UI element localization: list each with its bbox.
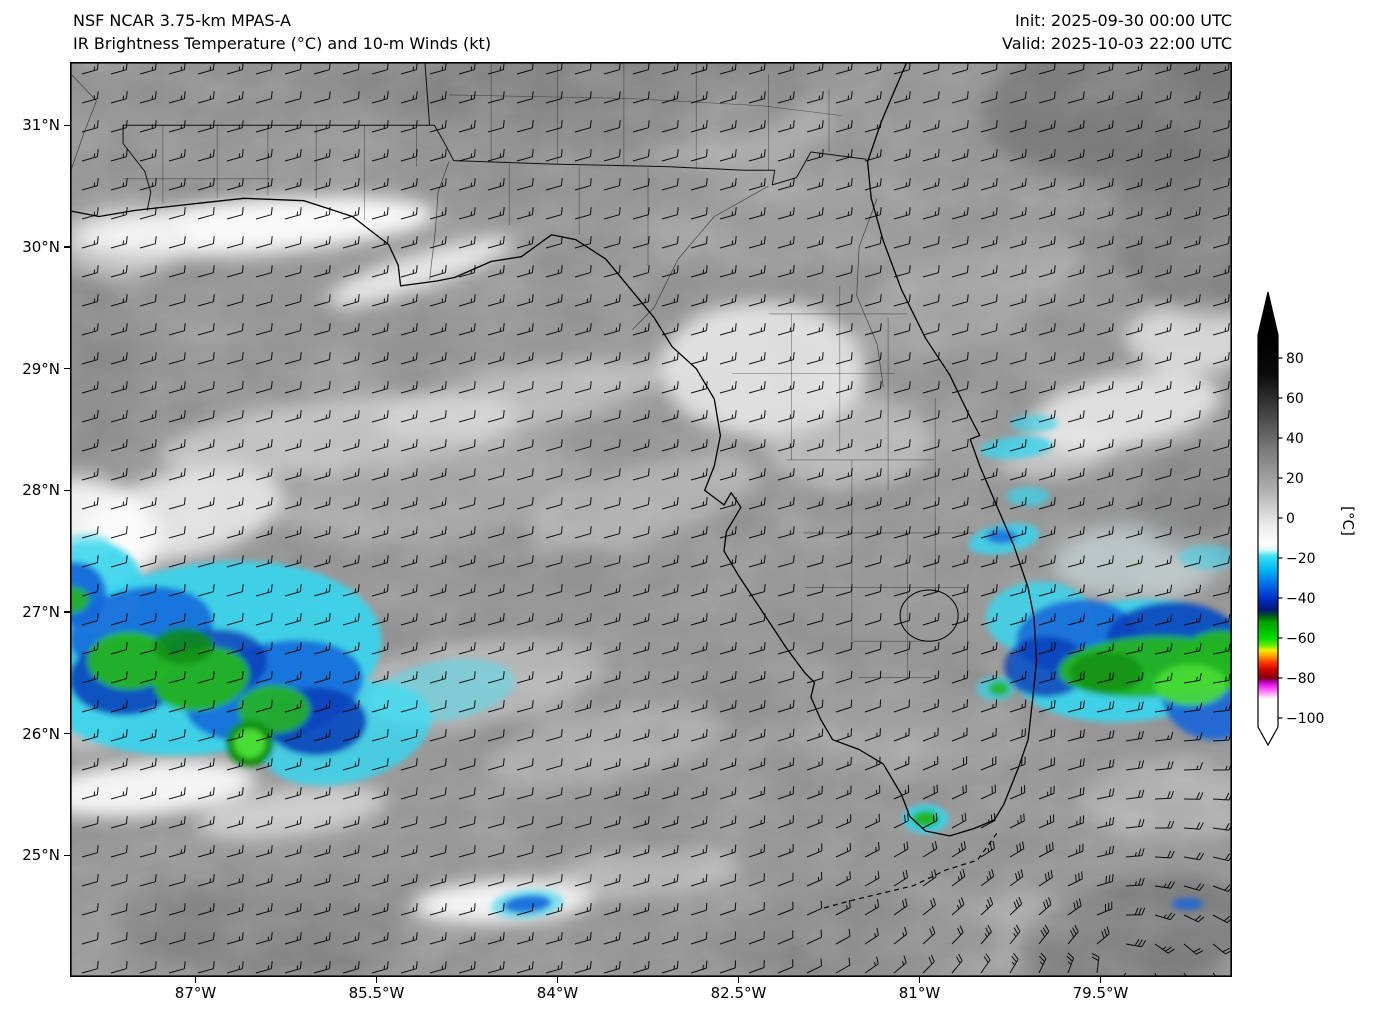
x-tick-mark xyxy=(375,977,378,983)
x-tick-label: 85.5°W xyxy=(348,984,405,1002)
y-tick-mark xyxy=(64,124,70,126)
x-tick-mark xyxy=(737,977,740,983)
y-tick-mark xyxy=(64,854,70,856)
y-tick-label: 26°N xyxy=(22,724,60,743)
x-tick-mark xyxy=(1099,977,1102,983)
colorbar: 80 60 40 20 0 −20 −40 −60 −80 −100 xyxy=(1257,291,1324,747)
colorbar-tick-label: 40 xyxy=(1286,431,1304,447)
colorbar-tick-label: 20 xyxy=(1286,471,1304,487)
x-tick-label: 87°W xyxy=(174,984,217,1002)
colorbar-unit-label: [°C] xyxy=(1339,506,1357,536)
x-tick-label: 81°W xyxy=(898,984,941,1002)
init-time: Init: 2025-09-30 00:00 UTC xyxy=(1014,11,1232,30)
wind-barbs-layer xyxy=(81,62,1232,977)
model-title: NSF NCAR 3.75-km MPAS-A xyxy=(73,11,291,30)
y-tick-label: 28°N xyxy=(22,481,60,500)
valid-time: Valid: 2025-10-03 22:00 UTC xyxy=(1001,34,1232,53)
colorbar-tick-label: −100 xyxy=(1286,711,1324,727)
x-tick-mark xyxy=(556,977,559,983)
y-tick-label: 31°N xyxy=(22,116,60,135)
y-tick-mark xyxy=(64,246,70,248)
x-tick-mark xyxy=(918,977,921,983)
y-tick-label: 27°N xyxy=(22,602,60,621)
colorbar-tick-label: −40 xyxy=(1286,591,1316,607)
x-tick-mark xyxy=(194,977,197,983)
x-tick-label: 84°W xyxy=(536,984,579,1002)
x-tick-label: 82.5°W xyxy=(710,984,767,1002)
colorbar-tick-label: −60 xyxy=(1286,631,1316,647)
y-tick-mark xyxy=(64,368,70,370)
y-tick-mark xyxy=(64,489,70,491)
colorbar-tick-label: 80 xyxy=(1286,351,1304,367)
colorbar-tick-label: 60 xyxy=(1286,391,1304,407)
y-tick-label: 30°N xyxy=(22,237,60,256)
colorbar-tick-label: −20 xyxy=(1286,551,1316,567)
colorbar-tick-label: 0 xyxy=(1286,511,1295,527)
y-tick-label: 29°N xyxy=(22,359,60,378)
x-tick-label: 79.5°W xyxy=(1072,984,1129,1002)
product-title: IR Brightness Temperature (°C) and 10-m … xyxy=(73,34,492,53)
y-tick-mark xyxy=(64,611,70,613)
weather-map xyxy=(70,62,1232,977)
y-tick-label: 25°N xyxy=(22,846,60,865)
colorbar-tick-label: −80 xyxy=(1286,671,1316,687)
y-tick-mark xyxy=(64,733,70,735)
